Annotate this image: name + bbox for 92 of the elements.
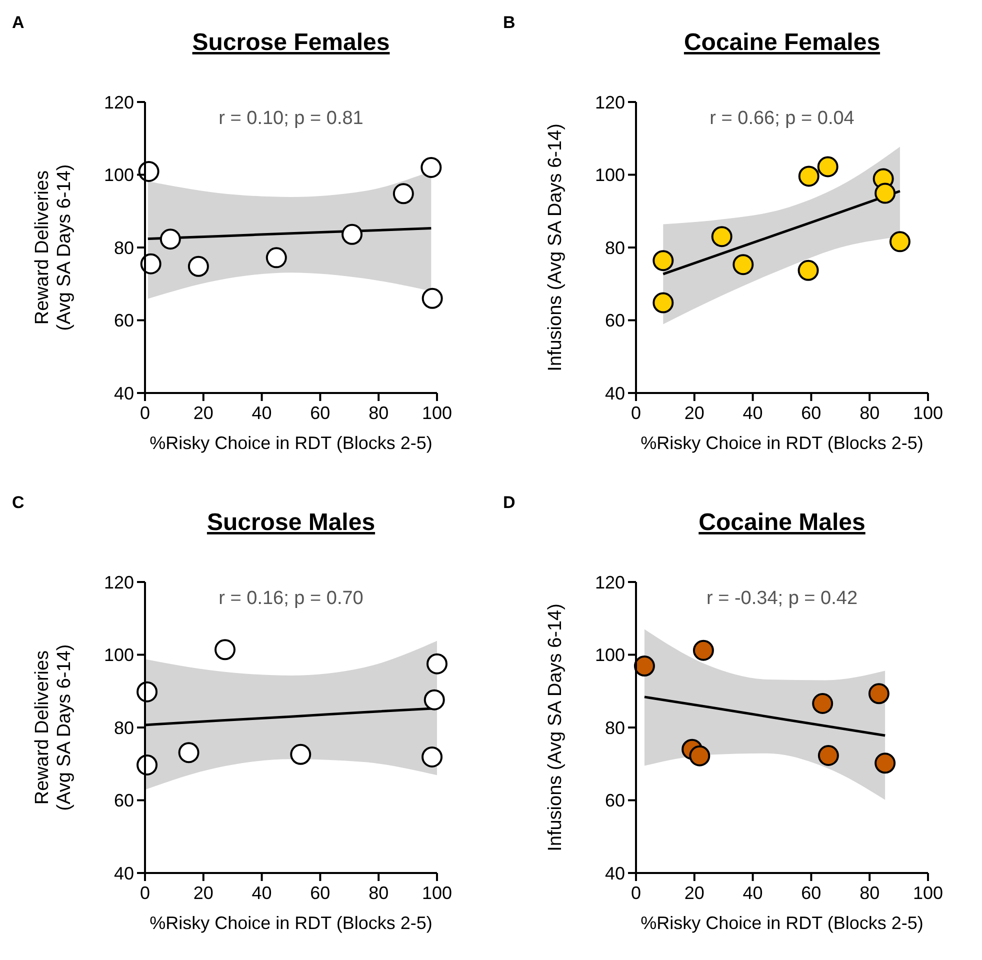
- y-tick-label: 40: [114, 383, 134, 404]
- y-tick-label: 60: [604, 790, 625, 811]
- x-tick-label: 60: [801, 403, 822, 423]
- chart-title: Sucrose Females: [192, 29, 390, 56]
- x-tick-label: 60: [310, 403, 330, 423]
- line-series: [643, 696, 886, 737]
- x-tick-label: 20: [684, 883, 704, 903]
- x-tick-label: 80: [860, 403, 880, 423]
- point: [868, 683, 890, 704]
- point: [798, 260, 819, 281]
- y-axis-title: Infusions (Avg SA Days 6-14): [545, 604, 566, 852]
- point: [422, 746, 443, 768]
- point: [798, 166, 820, 187]
- x-tick-label: 80: [368, 403, 389, 423]
- y-axis-title: Infusions (Avg SA Days 6-14): [545, 124, 566, 372]
- x-axis-title: %Risky Choice in RDT (Blocks 2-5): [640, 433, 924, 453]
- y-tick-label: 100: [594, 165, 625, 186]
- point: [874, 752, 896, 774]
- y-axis-title: Reward Deliveries (Avg SA Days 6-14): [32, 164, 75, 331]
- point: [652, 250, 674, 272]
- x-tick-label: 40: [252, 883, 272, 903]
- text: C: [12, 493, 24, 512]
- y-tick-label: 60: [604, 310, 625, 331]
- chart-title: Cocaine Males: [698, 509, 866, 536]
- x-tick-label: 0: [630, 883, 642, 903]
- y-tick-label: 100: [594, 645, 625, 666]
- chart-title: Cocaine Females: [684, 29, 880, 56]
- y-tick-label: 80: [114, 718, 134, 738]
- x-axis-title: %Risky Choice in RDT (Blocks 2-5): [640, 913, 924, 933]
- point: [732, 254, 754, 276]
- point: [426, 653, 448, 674]
- point: [424, 689, 445, 710]
- point: [290, 744, 312, 765]
- y-tick-label: 60: [114, 310, 134, 331]
- x-tick-label: 100: [422, 883, 452, 903]
- x-tick-label: 80: [368, 883, 389, 903]
- point: [711, 226, 732, 248]
- point: [652, 292, 674, 314]
- y-tick-label: 120: [594, 572, 625, 592]
- y-tick-label: 40: [604, 863, 625, 884]
- y-tick-label: 120: [104, 572, 134, 592]
- y-tick-label: 80: [114, 238, 134, 258]
- point: [634, 656, 655, 677]
- y-tick-label: 100: [104, 645, 134, 666]
- x-tick-label: 100: [422, 403, 452, 423]
- x-tick-label: 40: [742, 403, 763, 423]
- point: [392, 183, 414, 204]
- x-tick-label: 40: [252, 403, 272, 423]
- x-tick-label: 40: [742, 883, 763, 903]
- y-tick-label: 60: [114, 790, 134, 811]
- point: [812, 692, 834, 714]
- point: [178, 742, 200, 764]
- text: A: [12, 13, 24, 32]
- x-tick-label: 0: [630, 403, 642, 423]
- point: [160, 228, 181, 250]
- y-tick-label: 80: [604, 238, 625, 258]
- x-tick-label: 100: [912, 883, 944, 903]
- y-tick-label: 120: [104, 92, 134, 112]
- x-tick-label: 100: [912, 403, 944, 423]
- y-tick-label: 100: [104, 165, 134, 186]
- x-tick-label: 20: [193, 403, 214, 423]
- annotation: r = -0.34; p = 0.42: [706, 588, 858, 609]
- annotation: r = 0.66; p = 0.04: [710, 108, 855, 129]
- annotation: r = 0.16; p = 0.70: [218, 588, 364, 609]
- x-tick-label: 20: [684, 403, 704, 423]
- point: [342, 224, 363, 245]
- point: [692, 640, 714, 661]
- x-tick-label: 80: [860, 883, 880, 903]
- point: [817, 156, 838, 178]
- point: [889, 231, 910, 252]
- annotation: r = 0.10; p = 0.81: [218, 108, 364, 129]
- x-tick-label: 0: [140, 883, 150, 903]
- y-tick-label: 120: [594, 92, 625, 112]
- y-tick-label: 40: [114, 863, 134, 884]
- x-axis-title: %Risky Choice in RDT (Blocks 2-5): [150, 913, 432, 933]
- point: [689, 745, 710, 766]
- text: B: [503, 13, 516, 32]
- text: D: [503, 493, 516, 512]
- chart-title: Sucrose Males: [206, 509, 376, 536]
- x-tick-label: 60: [801, 883, 822, 903]
- y-axis-title: Reward Deliveries (Avg SA Days 6-14): [32, 644, 75, 811]
- point: [818, 745, 839, 766]
- x-tick-label: 20: [193, 883, 214, 903]
- point: [188, 256, 209, 277]
- point: [266, 247, 287, 268]
- y-tick-label: 80: [604, 718, 625, 738]
- point: [140, 253, 162, 274]
- y-tick-label: 40: [604, 383, 625, 404]
- x-axis-title: %Risky Choice in RDT (Blocks 2-5): [150, 433, 432, 453]
- point: [874, 182, 896, 204]
- x-tick-label: 60: [310, 883, 330, 903]
- x-tick-label: 0: [140, 403, 150, 423]
